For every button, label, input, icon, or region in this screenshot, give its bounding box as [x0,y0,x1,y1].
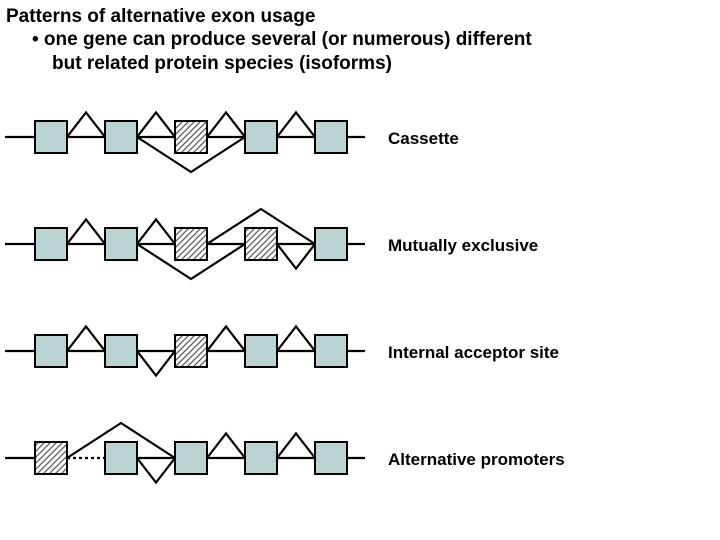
exon-hatched-2 [175,335,207,367]
exon-0 [35,335,67,367]
exon-4 [315,121,347,153]
exon-1 [105,335,137,367]
pattern-label-mutually-exclusive: Mutually exclusive [388,236,538,256]
pattern-label-internal-acceptor: Internal acceptor site [388,343,559,363]
exon-hatched-2 [175,228,207,260]
page-title: Patterns of alternative exon usage [0,0,720,28]
pattern-row-alternative-promoters: Alternative promoters [0,415,720,506]
exon-1 [105,228,137,260]
splice-diagram-cassette [0,94,370,185]
exon-0 [35,228,67,260]
exon-hatched-0 [35,442,67,474]
exon-hatched-2 [175,121,207,153]
pattern-row-mutually-exclusive: Mutually exclusive [0,201,720,292]
pattern-row-internal-acceptor: Internal acceptor site [0,308,720,399]
bullet-line-1: • one gene can produce several (or numer… [0,28,720,52]
exon-2 [175,442,207,474]
exon-hatched-3 [245,228,277,260]
splice-diagram-alternative-promoters [0,415,370,506]
exon-3 [245,442,277,474]
exon-3 [245,335,277,367]
exon-4 [315,228,347,260]
exon-1 [105,442,137,474]
exon-0 [35,121,67,153]
pattern-row-cassette: Cassette [0,94,720,185]
pattern-label-cassette: Cassette [388,129,459,149]
exon-4 [315,335,347,367]
pattern-label-alternative-promoters: Alternative promoters [388,450,565,470]
splice-diagram-internal-acceptor [0,308,370,399]
diagram-area: Cassette Mutually exclusive Internal accep… [0,94,720,506]
exon-1 [105,121,137,153]
splice-diagram-mutually-exclusive [0,201,370,292]
exon-4 [315,442,347,474]
bullet-line-2: but related protein species (isoforms) [0,52,720,76]
exon-3 [245,121,277,153]
